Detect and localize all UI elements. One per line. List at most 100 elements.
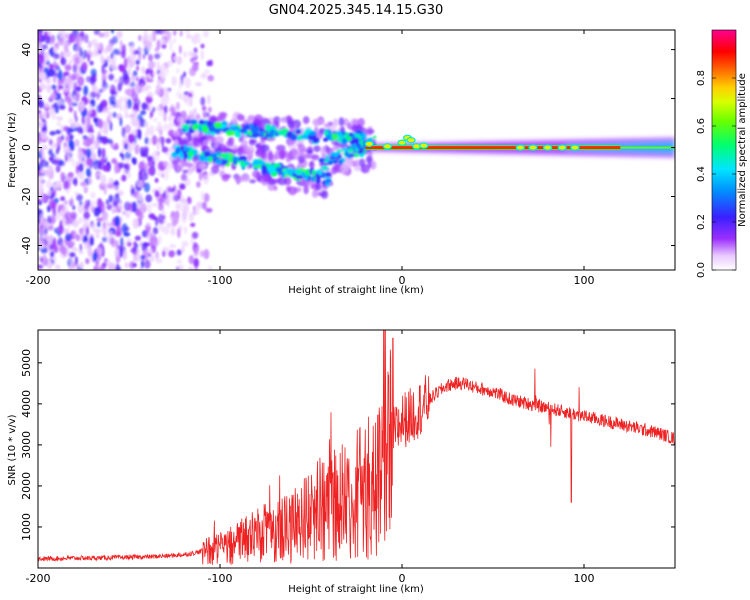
noise-blob <box>147 248 153 254</box>
noise-blob <box>161 44 167 49</box>
branch-upper-blob <box>290 134 298 141</box>
noise-blob <box>82 138 88 147</box>
noise-blob <box>48 63 54 70</box>
noise-blob <box>92 252 98 262</box>
noise-blob <box>151 135 158 146</box>
noise-blob <box>48 138 53 146</box>
noise-blob <box>148 213 156 220</box>
noise-blob <box>91 91 96 96</box>
noise-blob <box>39 256 44 263</box>
noise-blob <box>143 86 150 92</box>
branch-lower-blob <box>203 151 211 157</box>
noise-blob <box>163 246 170 251</box>
noise-blob <box>143 172 149 181</box>
noise-blob <box>105 199 109 205</box>
noise-blob <box>153 117 158 123</box>
colorbar-frame <box>711 29 737 271</box>
noise-blob <box>138 48 145 53</box>
noise-blob <box>173 194 180 202</box>
noise-blob <box>118 200 123 205</box>
x-tick-label: 0 <box>399 274 406 287</box>
branch-merge-blob <box>329 156 336 160</box>
spectrogram-frame <box>37 29 676 271</box>
noise-blob <box>77 146 82 153</box>
branch-lower-blob <box>295 175 304 180</box>
branch-merge-blob <box>362 145 367 150</box>
noise-blob <box>143 39 151 49</box>
noise-blob <box>77 203 84 214</box>
branch-merge-blob <box>372 135 377 139</box>
branch-upper-blob <box>198 120 206 125</box>
branch-upper-blob <box>332 133 337 141</box>
noise-blob <box>39 213 45 222</box>
noise-blob <box>161 137 165 149</box>
noise-blob <box>159 125 163 132</box>
snr-series-line <box>38 330 675 565</box>
halo-blob <box>355 158 360 169</box>
halo-blob <box>301 179 311 187</box>
noise-blob <box>51 104 55 109</box>
branch-lower-blob <box>212 152 217 159</box>
noise-blob <box>97 147 102 158</box>
snr-frame <box>37 329 676 569</box>
noise-blob <box>60 57 67 66</box>
halo-blob <box>338 117 345 127</box>
halo-blob <box>234 175 244 183</box>
noise-blob <box>58 30 66 39</box>
noise-blob <box>140 255 146 260</box>
branch-upper-blob <box>195 123 200 130</box>
noise-blob <box>181 214 187 224</box>
noise-blob <box>108 111 113 121</box>
noise-blob <box>109 101 117 106</box>
noise-blob <box>93 207 101 217</box>
noise-blob <box>121 126 126 138</box>
halo-blob <box>241 139 248 149</box>
noise-blob <box>119 96 124 103</box>
noise-blob <box>130 53 137 60</box>
noise-blob <box>85 226 90 236</box>
noise-blob <box>193 107 197 115</box>
noise-blob <box>155 251 159 260</box>
noise-blob <box>133 241 137 248</box>
noise-blob <box>170 210 176 218</box>
noise-blob <box>88 133 92 139</box>
branch-upper-blob <box>181 123 191 130</box>
branch-lower-blob <box>229 157 233 163</box>
noise-blob <box>155 258 163 264</box>
noise-blob <box>73 110 77 119</box>
branch-merge-blob <box>343 147 348 152</box>
branch-merge-blob <box>357 142 362 150</box>
colorbar-gradient <box>712 30 736 270</box>
noise-blob <box>80 181 87 187</box>
noise-blob <box>80 30 84 38</box>
halo-blob <box>312 190 319 198</box>
noise-blob <box>67 244 74 249</box>
noise-blob <box>57 82 61 92</box>
noise-blob <box>88 178 93 185</box>
noise-blob <box>86 158 93 166</box>
noise-blob <box>207 74 214 82</box>
noise-blob <box>48 148 53 156</box>
noise-blob <box>203 69 210 75</box>
noise-blob <box>162 197 170 205</box>
noise-blob <box>90 222 96 230</box>
halo-blob <box>202 139 210 145</box>
noise-blob <box>194 266 199 270</box>
noise-blob <box>166 32 171 43</box>
branch-upper-blob <box>225 130 233 135</box>
halo-blob <box>340 163 349 172</box>
branch-lower-blob <box>214 158 223 165</box>
noise-blob <box>152 237 156 247</box>
noise-blob <box>77 149 84 161</box>
noise-blob <box>157 160 165 171</box>
noise-blob <box>175 90 182 99</box>
noise-blob <box>181 246 185 254</box>
noise-blob <box>163 104 168 115</box>
halo-blob <box>342 118 349 127</box>
noise-blob <box>66 79 73 90</box>
halo-blob <box>323 123 331 128</box>
noise-blob <box>143 182 151 193</box>
noise-blob <box>134 120 142 129</box>
noise-blob <box>203 193 210 203</box>
noise-blob <box>147 167 154 176</box>
